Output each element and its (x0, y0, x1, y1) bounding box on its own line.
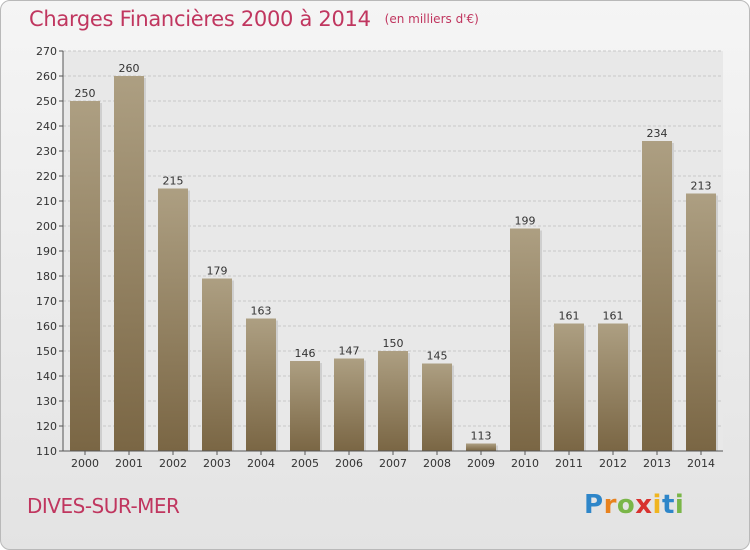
city-name: DIVES-SUR-MER (27, 494, 180, 518)
x-tick-label: 2004 (247, 457, 275, 470)
data-label: 234 (647, 127, 668, 140)
y-tick-label: 130 (36, 395, 57, 408)
x-tick-label: 2007 (379, 457, 407, 470)
bar (378, 351, 408, 451)
data-label: 163 (251, 305, 272, 318)
logo-letter: o (616, 490, 636, 520)
bar (642, 141, 672, 451)
y-tick-label: 260 (36, 70, 57, 83)
y-tick-label: 170 (36, 295, 57, 308)
data-label: 146 (295, 347, 316, 360)
chart-subtitle: (en milliers d'€) (384, 12, 479, 26)
data-label: 213 (691, 180, 712, 193)
proxiti-logo: Proxiti (584, 490, 684, 520)
data-label: 150 (383, 337, 404, 350)
x-tick-label: 2014 (687, 457, 715, 470)
y-tick-label: 180 (36, 270, 57, 283)
x-tick-label: 2003 (203, 457, 231, 470)
y-tick-label: 200 (36, 220, 57, 233)
bar (598, 323, 628, 451)
y-tick-label: 190 (36, 245, 57, 258)
x-tick-label: 2009 (467, 457, 495, 470)
x-tick-label: 2005 (291, 457, 319, 470)
bar (686, 193, 716, 451)
data-label: 215 (163, 175, 184, 188)
bar (554, 323, 584, 451)
bar (114, 76, 144, 451)
data-label: 260 (119, 62, 140, 75)
x-tick-label: 2012 (599, 457, 627, 470)
bar (510, 228, 540, 451)
x-tick-label: 2006 (335, 457, 363, 470)
y-tick-label: 110 (36, 445, 57, 458)
data-label: 199 (515, 215, 536, 228)
y-axis-ticks: 110 120 130 140 150 160 170 180 190 200 210 220 230 2… (36, 45, 63, 458)
y-tick-label: 250 (36, 95, 57, 108)
y-tick-label: 220 (36, 170, 57, 183)
y-tick-label: 150 (36, 345, 57, 358)
bar (290, 361, 320, 451)
x-tick-label: 2010 (511, 457, 539, 470)
data-label: 161 (603, 310, 624, 323)
data-label: 179 (207, 265, 228, 278)
bar (422, 363, 452, 451)
x-tick-label: 2013 (643, 457, 671, 470)
logo-letter: r (603, 490, 617, 520)
y-tick-label: 140 (36, 370, 57, 383)
logo-letter: i (652, 490, 662, 520)
bar (70, 101, 100, 451)
data-label: 250 (75, 87, 96, 100)
bar (466, 443, 496, 451)
bar (334, 358, 364, 451)
bars (70, 76, 718, 451)
data-label: 145 (427, 350, 448, 363)
x-tick-label: 2002 (159, 457, 187, 470)
y-tick-label: 230 (36, 145, 57, 158)
logo-letter: t (661, 490, 675, 520)
data-label: 161 (559, 310, 580, 323)
data-labels: 250 260 215 179 163 146 147 150 145 113 199 161 161 2… (75, 62, 712, 443)
logo-letter: P (584, 490, 604, 520)
x-tick-label: 2001 (115, 457, 143, 470)
y-tick-label: 270 (36, 45, 57, 58)
chart-title: Charges Financières 2000 à 2014 (29, 7, 371, 31)
y-tick-label: 120 (36, 420, 57, 433)
x-axis-ticks: 2000 2001 2002 2003 2004 2005 2006 2007 2008 2009… (71, 451, 715, 470)
x-tick-label: 2011 (555, 457, 583, 470)
data-label: 147 (339, 345, 360, 358)
x-tick-label: 2008 (423, 457, 451, 470)
data-label: 113 (471, 430, 492, 443)
bar (158, 188, 188, 451)
chart-title-block: Charges Financières 2000 à 2014 (en milli… (29, 7, 479, 31)
bar (246, 318, 276, 451)
y-tick-label: 240 (36, 120, 57, 133)
y-tick-label: 160 (36, 320, 57, 333)
y-tick-label: 210 (36, 195, 57, 208)
bar (202, 278, 232, 451)
x-tick-label: 2000 (71, 457, 99, 470)
logo-letter: i (674, 490, 685, 520)
logo-letter: x (635, 490, 653, 520)
